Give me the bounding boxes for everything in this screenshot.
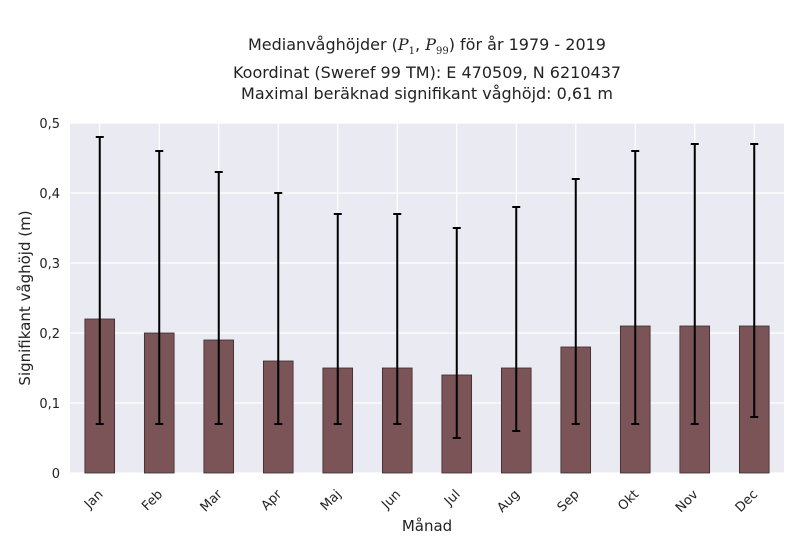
error-bars [95, 136, 759, 439]
x-tick-labels: Jan Feb Mar Apr Maj Jun Jul Aug Sep Okt Nov Dec [81, 487, 761, 516]
y-axis-label: Signifikant våghöjd (m) [16, 210, 34, 385]
y-tick-label: 0,1 [39, 397, 60, 412]
x-tick-label: Jul [441, 487, 463, 509]
chart-title: Medianvåghöjder (P1, P99) för år 1979 - … [40, 34, 800, 104]
x-tick-label: Dec [733, 487, 761, 515]
plot-background [70, 123, 784, 473]
title-line-2: Koordinat (Sweref 99 TM): E 470509, N 62… [232, 63, 622, 83]
x-tick-label: Okt [615, 487, 642, 514]
y-tick-label: 0,4 [39, 187, 60, 202]
y-tick-label: 0 [52, 467, 60, 482]
x-tick-label: Aug [495, 487, 524, 516]
x-tick-label: Maj [318, 487, 345, 514]
x-tick-label: Jan [81, 487, 106, 512]
x-tick-label: Sep [555, 487, 583, 515]
title-line-1: Medianvåghöjder (P1, P99) för år 1979 - … [248, 35, 606, 58]
x-tick-label: Mar [198, 487, 226, 515]
title-line-3: Maximal beräknad signifikant våghöjd: 0,… [241, 84, 613, 104]
y-tick-label: 0,3 [39, 257, 60, 272]
y-tick-label: 0,2 [39, 327, 60, 342]
x-axis-label: Månad [402, 517, 452, 535]
y-tick-label: 0,5 [39, 117, 60, 132]
y-tick-labels: 0 0,1 0,2 0,3 0,4 0,5 [39, 117, 60, 482]
x-tick-label: Nov [673, 487, 702, 516]
x-tick-label: Feb [139, 487, 166, 514]
x-tick-label: Jun [378, 487, 404, 513]
x-tick-label: Apr [259, 487, 286, 514]
